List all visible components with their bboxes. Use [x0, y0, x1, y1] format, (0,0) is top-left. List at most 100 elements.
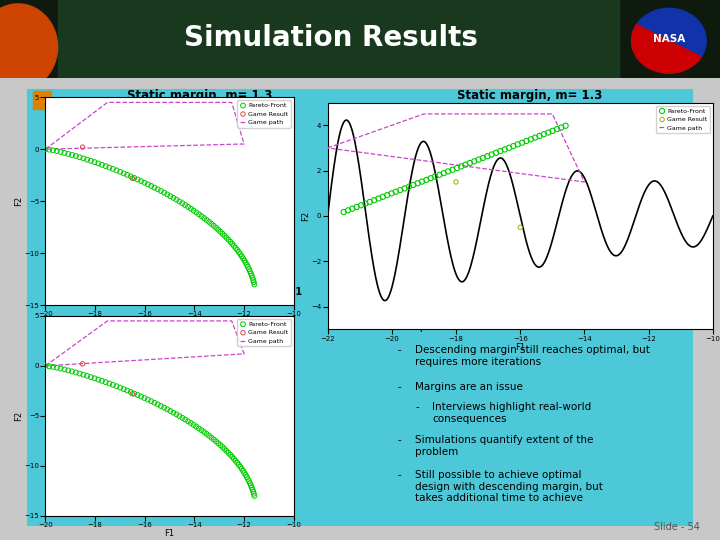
Pareto-Front	[233, 461, 245, 469]
Game Result	[77, 143, 89, 151]
Circle shape	[0, 4, 58, 90]
Pareto-Front	[40, 362, 51, 370]
Pareto-Front	[125, 172, 137, 181]
Game path	[323, 145, 332, 151]
Pareto-Front	[390, 187, 402, 196]
Pareto-Front	[225, 450, 236, 459]
Pareto-Front	[188, 206, 199, 215]
X-axis label: F1: F1	[164, 319, 175, 328]
Pareto-Front	[118, 385, 130, 394]
Pareto-Front	[201, 430, 212, 438]
Pareto-Front	[399, 184, 410, 193]
Pareto-Front	[222, 235, 234, 244]
Pareto-Front	[188, 421, 199, 429]
Pareto-Front	[203, 218, 215, 226]
Y-axis label: F2: F2	[14, 411, 23, 421]
Pareto-Front	[43, 362, 55, 370]
Pareto-Front	[111, 166, 122, 175]
Text: Simulation Results: Simulation Results	[184, 24, 478, 52]
Pareto-Front	[377, 192, 389, 201]
Pareto-Front	[198, 214, 210, 222]
Bar	[58, 0, 619, 78]
Pareto-Front	[59, 365, 71, 374]
Pareto-Front	[48, 363, 59, 372]
Pareto-Front	[89, 374, 100, 383]
Pareto-Front	[412, 179, 423, 187]
Game Result	[514, 223, 526, 232]
Pareto-Front	[240, 470, 251, 479]
Pareto-Front	[81, 372, 93, 380]
Pareto-Front	[217, 230, 228, 238]
Pareto-Front	[171, 410, 182, 418]
Pareto-Front	[128, 173, 140, 182]
Pareto-Front	[243, 477, 255, 485]
Pareto-Front	[66, 367, 78, 376]
Pareto-Front	[114, 167, 126, 176]
Pareto-Front	[145, 397, 157, 406]
Game path	[548, 111, 557, 117]
Pareto-Front	[248, 278, 260, 287]
Pareto-Front	[51, 147, 63, 156]
Pareto-Front	[210, 437, 222, 445]
Pareto-Front	[373, 194, 384, 203]
Pareto-Front	[118, 169, 130, 178]
Game path	[240, 141, 248, 147]
Line: Game path: Game path	[328, 114, 585, 182]
Pareto-Front	[161, 190, 173, 199]
Pareto-Front	[122, 171, 133, 179]
Pareto-Front	[490, 148, 502, 157]
Legend: Pareto-Front, Game Result, Game path: Pareto-Front, Game Result, Game path	[238, 100, 291, 127]
Pareto-Front	[460, 160, 472, 169]
Pareto-Front	[508, 141, 519, 150]
Pareto-Front	[132, 175, 143, 184]
Y-axis label: F2: F2	[14, 196, 23, 206]
Pareto-Front	[240, 258, 251, 267]
Pareto-Front	[135, 177, 147, 185]
Pareto-Front	[43, 145, 55, 154]
Pareto-Front	[525, 135, 536, 144]
Pareto-Front	[521, 137, 532, 145]
Text: -: -	[415, 402, 419, 412]
Pareto-Front	[70, 368, 81, 377]
Pareto-Front	[111, 382, 122, 390]
Pareto-Front	[196, 426, 207, 435]
Pareto-Front	[193, 210, 204, 219]
Pareto-Front	[225, 238, 236, 246]
Pareto-Front	[158, 188, 170, 197]
Pareto-Front	[168, 193, 179, 202]
Pareto-Front	[542, 128, 554, 137]
Pareto-Front	[212, 225, 224, 234]
Pareto-Front	[499, 145, 510, 154]
Pareto-Front	[201, 215, 212, 224]
Pareto-Front	[346, 204, 358, 213]
Text: -: -	[398, 345, 402, 355]
Pareto-Front	[152, 400, 163, 409]
Game path	[228, 318, 236, 324]
Text: -: -	[398, 435, 402, 445]
Pareto-Front	[156, 187, 167, 195]
Text: -: -	[398, 310, 402, 320]
Pareto-Front	[171, 195, 182, 204]
Game Result	[127, 174, 138, 183]
Pareto-Front	[425, 174, 436, 183]
Pareto-Front	[51, 363, 63, 372]
FancyBboxPatch shape	[33, 91, 51, 109]
Text: Descending margin, μ =1. 3−. 1*μ until μ =1: Descending margin, μ =1. 3−. 1*μ until μ…	[58, 287, 302, 297]
Game Result	[127, 389, 138, 398]
Pareto-Front	[516, 138, 528, 147]
Pareto-Front	[552, 125, 563, 133]
Pareto-Front	[179, 201, 191, 210]
Game path	[228, 99, 236, 106]
Legend: Pareto-Front, Game Result, Game path: Pareto-Front, Game Result, Game path	[657, 106, 710, 133]
Text: -: -	[398, 382, 402, 392]
Pareto-Front	[244, 479, 256, 488]
Game path	[323, 145, 332, 151]
Pareto-Front	[63, 366, 74, 375]
Pareto-Front	[128, 389, 140, 398]
Pareto-Front	[221, 233, 233, 242]
Pareto-Front	[469, 157, 480, 166]
Pareto-Front	[477, 153, 489, 162]
Text: Interviews highlight real-world
consequences: Interviews highlight real-world conseque…	[432, 402, 591, 424]
Pareto-Front	[185, 204, 197, 213]
Pareto-Front	[78, 154, 89, 163]
